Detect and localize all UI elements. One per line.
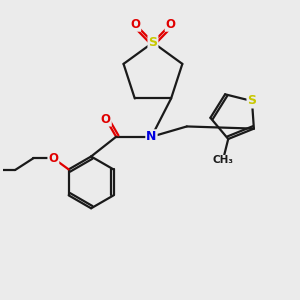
Text: O: O — [166, 18, 176, 31]
Text: S: S — [248, 94, 256, 107]
Text: O: O — [48, 152, 59, 165]
Text: CH₃: CH₃ — [213, 155, 234, 166]
Text: S: S — [148, 36, 158, 49]
Text: O: O — [101, 112, 111, 126]
Text: N: N — [146, 130, 157, 143]
Text: O: O — [130, 18, 140, 31]
